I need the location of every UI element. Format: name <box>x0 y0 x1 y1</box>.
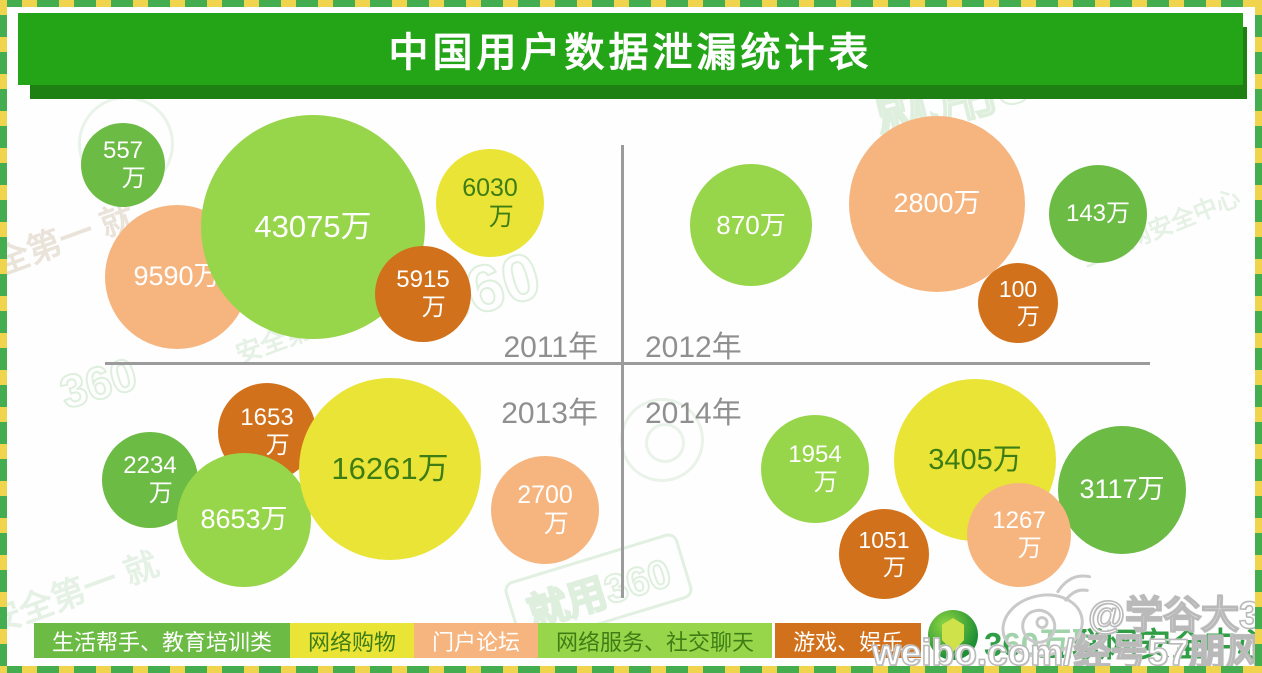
legend-item-forum: 门户论坛 <box>414 623 539 658</box>
bubble-2011-6030: 6030 万 <box>436 149 544 257</box>
bubble-2014-1267: 1267 万 <box>967 483 1071 587</box>
bubble-2012-100: 100 万 <box>978 263 1058 343</box>
bubble-2011-9590: 9590万 <box>105 205 249 349</box>
bubble-2013-8653: 8653万 <box>177 453 311 587</box>
bubble-2011-5915: 5915 万 <box>375 246 471 342</box>
title-banner: 中国用户数据泄漏统计表 <box>18 13 1243 85</box>
bubble-2013-2700: 2700 万 <box>491 456 599 564</box>
legend-item-shopping: 网络购物 <box>290 623 415 658</box>
bubble-2013-2234: 2234 万 <box>102 432 198 528</box>
weibo-mascot-icon <box>1001 574 1092 658</box>
legend-item-service-chat: 网络服务、社交聊天 <box>538 623 773 658</box>
year-label-2013: 2013年 <box>501 397 598 430</box>
bubble-2012-2800: 2800万 <box>849 116 1025 292</box>
bubble-2014-1051: 1051 万 <box>839 509 929 599</box>
weibo-handle-watermark: @学谷大365 <box>1087 594 1262 638</box>
bubble-2012-870: 870万 <box>690 164 812 286</box>
page-title: 中国用户数据泄漏统计表 <box>388 31 873 75</box>
year-label-2014: 2014年 <box>645 397 742 430</box>
year-label-2012: 2012年 <box>645 331 742 364</box>
bubble-2012-143: 143万 <box>1049 165 1147 263</box>
legend-item-game: 游戏、娱乐 <box>775 623 922 658</box>
bubble-2013-16261: 16261万 <box>299 378 481 560</box>
vertical-divider <box>621 145 624 598</box>
border-right <box>1255 0 1262 673</box>
bubble-2014-3117: 3117万 <box>1058 426 1186 554</box>
border-top <box>0 0 1262 7</box>
year-label-2011: 2011年 <box>503 331 598 364</box>
bubble-2011-557: 557 万 <box>81 123 165 207</box>
watermark-360-left: 360 <box>53 346 143 419</box>
legend-item-life-edu: 生活帮手、教育培训类 <box>34 623 291 658</box>
360-logo-icon <box>928 610 978 660</box>
bubble-2014-1954: 1954 万 <box>761 415 869 523</box>
legend: 生活帮手、教育培训类 网络购物 门户论坛 网络服务、社交聊天 游戏、娱乐 <box>34 623 922 658</box>
border-bottom <box>0 666 1262 673</box>
border-left <box>0 0 7 673</box>
horizontal-divider <box>105 362 1150 365</box>
